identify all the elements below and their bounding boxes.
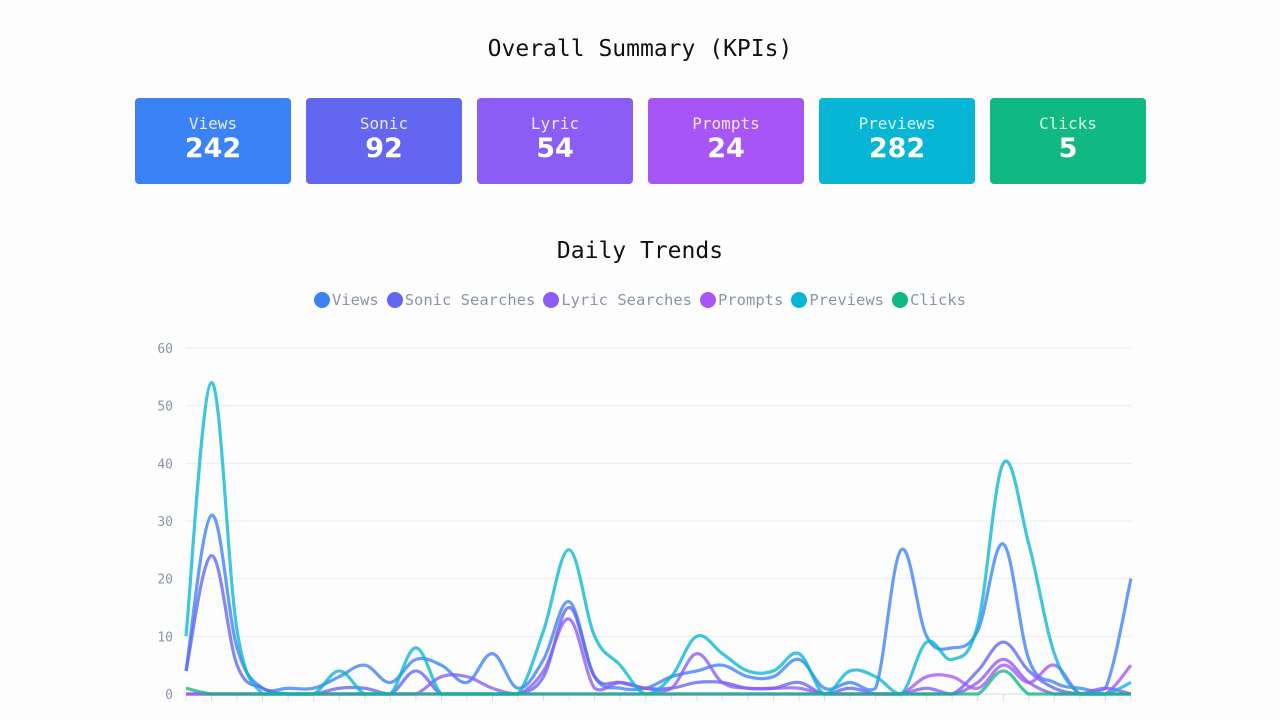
series-line-previews [184, 380, 1132, 696]
kpi-card-prompts: Prompts 24 [648, 98, 804, 184]
legend-item[interactable]: Views [314, 291, 379, 309]
y-tick-label: 40 [157, 457, 173, 472]
kpi-value: 24 [707, 133, 745, 164]
kpi-value: 54 [536, 133, 574, 164]
kpi-card-views: Views 242 [135, 98, 291, 184]
y-tick-label: 50 [157, 400, 173, 415]
y-tick-label: 60 [157, 342, 173, 357]
series-line-views [184, 513, 1133, 693]
legend-item[interactable]: Prompts [700, 291, 783, 309]
y-tick-label: 10 [157, 630, 173, 645]
legend-label: Prompts [718, 291, 784, 309]
kpi-value: 242 [184, 133, 242, 164]
chart-title: Daily Trends [556, 238, 724, 264]
legend-dot-icon [314, 292, 331, 308]
legend-label: Lyric Searches [561, 291, 692, 309]
kpi-card-sonic: Sonic 92 [306, 98, 462, 184]
summary-title: Overall Summary (KPIs) [487, 36, 793, 62]
kpi-label: Clicks [1039, 114, 1097, 133]
kpi-card-clicks: Clicks 5 [990, 98, 1146, 184]
kpi-cards: Views 242 Sonic 92 Lyric 54 Prompts 24 Previ… [135, 98, 1146, 184]
series-line-sonic-searches [184, 553, 1131, 696]
kpi-value: 5 [1058, 133, 1078, 164]
kpi-label: Prompts [692, 114, 760, 133]
legend-item[interactable]: Lyric Searches [543, 291, 692, 309]
legend-dot-icon [700, 292, 716, 308]
y-tick-label: 0 [165, 688, 173, 703]
legend-label: Clicks [909, 291, 966, 309]
series-line-clicks [185, 669, 1131, 696]
y-tick-label: 20 [157, 573, 173, 588]
legend-dot-icon [791, 292, 808, 308]
legend-item[interactable]: Clicks [891, 291, 966, 309]
legend-dot-icon [891, 292, 908, 308]
legend-dot-icon [386, 292, 403, 308]
legend-dot-icon [543, 292, 560, 308]
kpi-label: Lyric [530, 114, 580, 133]
chart-legend: Views Sonic Searches Lyric Searches Prompts… [0, 291, 1280, 309]
kpi-label: Sonic [359, 114, 409, 133]
kpi-card-lyric: Lyric 54 [477, 98, 633, 184]
kpi-value: 92 [365, 133, 403, 164]
legend-label: Views [332, 291, 379, 309]
legend-item[interactable]: Sonic Searches [386, 291, 536, 309]
legend-label: Sonic Searches [404, 291, 536, 309]
kpi-value: 282 [868, 133, 926, 164]
legend-item[interactable]: Previews [791, 291, 884, 309]
legend-label: Previews [809, 291, 884, 309]
kpi-label: Previews [858, 114, 936, 133]
y-tick-label: 30 [157, 515, 173, 530]
kpi-card-previews: Previews 282 [819, 98, 975, 184]
kpi-label: Views [188, 114, 238, 133]
